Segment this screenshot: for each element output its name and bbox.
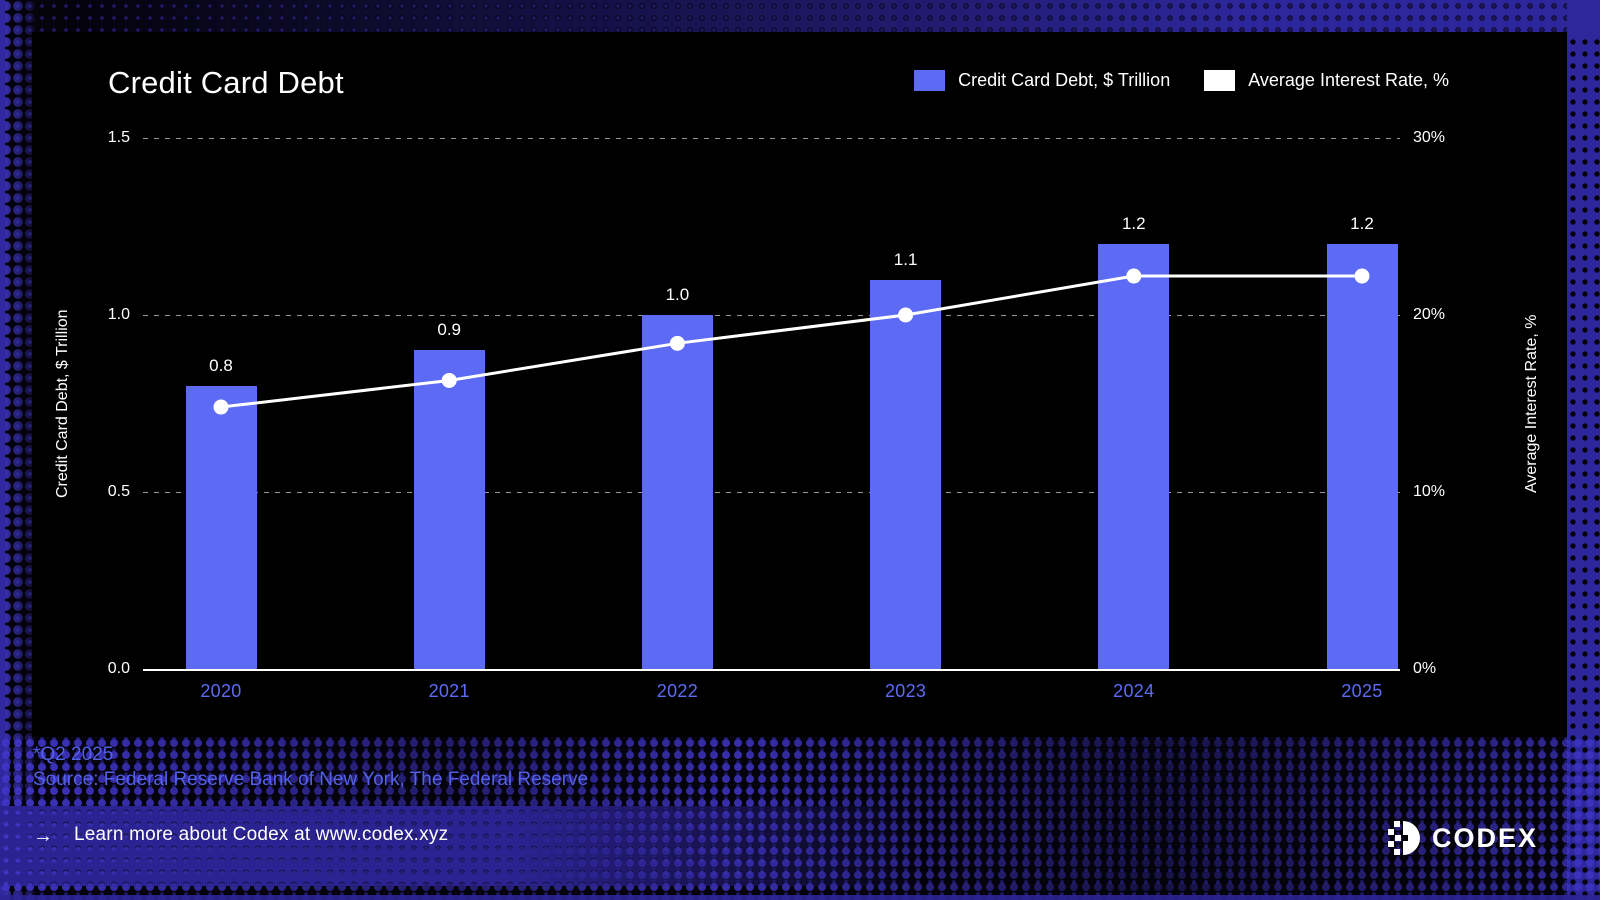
footnote: *Q2 2025 (33, 744, 114, 765)
left-tick-0.0: 0.0 (107, 660, 130, 677)
left-tick-0.5: 0.5 (107, 483, 130, 500)
right-tick-10%: 10% (1413, 483, 1446, 500)
bar-value-2022: 1.0 (665, 285, 690, 304)
bar-value-2023: 1.1 (893, 249, 918, 269)
bar-value-2025: 1.2 (1350, 214, 1374, 234)
codex-wordmark: CODEX (1431, 822, 1538, 853)
left-axis-title: Credit Card Debt, $ Trillion (54, 309, 71, 498)
debt-swatch (914, 70, 946, 91)
legend-label-debt: Credit Card Debt, $ Trillion (958, 70, 1171, 90)
gridline (143, 315, 1400, 316)
bottom-edge-bar (0, 895, 1600, 900)
left-edge-bar (0, 0, 5, 900)
right-tick-20%: 20% (1413, 306, 1446, 323)
interest-rate-line (213, 268, 1370, 415)
bar-value-2021: 0.9 (437, 320, 461, 340)
bar-2022 (641, 315, 713, 669)
bar-2025 (1326, 244, 1398, 669)
legend-label-rate: Average Interest Rate, % (1248, 70, 1449, 90)
right-axis-title: Average Interest Rate, % (1523, 314, 1540, 493)
x-tick-2024: 2024 (1113, 681, 1155, 701)
codex-logo: CODEX (1384, 819, 1538, 857)
learn-more-link[interactable]: Learn more about Codex at www.codex.xyz (74, 824, 449, 845)
x-tick-2021: 2021 (428, 681, 470, 701)
source-note: Source: Federal Reserve Bank of New York… (33, 769, 589, 790)
data-point-2023 (898, 307, 914, 323)
legend-item-rate: Average Interest Rate, % (1204, 70, 1449, 91)
chart-panel: Credit Card Debt Credit Card Debt, $ Tri… (32, 32, 1567, 737)
gridline (143, 138, 1400, 139)
gridline (143, 492, 1400, 493)
bar-2020 (185, 385, 257, 669)
page-title: Credit Card Debt (108, 65, 344, 100)
data-point-2025 (1354, 268, 1370, 284)
halftone-top-edge (0, 0, 1600, 33)
x-axis-line (143, 669, 1400, 671)
codex-logo-icon (1387, 821, 1420, 855)
right-tick-0%: 0% (1413, 660, 1437, 677)
x-tick-2023: 2023 (884, 681, 927, 701)
data-point-2020 (213, 399, 229, 415)
x-tick-2020: 2020 (200, 681, 242, 701)
rate-swatch (1204, 70, 1236, 91)
bar-2021 (413, 350, 485, 669)
left-tick-1.5: 1.5 (107, 129, 130, 146)
x-tick-2025: 2025 (1341, 681, 1383, 701)
bar-value-2020: 0.8 (209, 355, 233, 375)
arrow-icon: → (33, 825, 53, 847)
legend: Credit Card Debt, $ Trillion Average Int… (914, 70, 1449, 91)
data-point-2024 (1126, 268, 1142, 284)
halftone-left-edge (0, 0, 36, 900)
bar-2023 (870, 279, 942, 669)
halftone-right-edge (1567, 0, 1600, 900)
bar-2024 (1098, 244, 1170, 669)
x-tick-2022: 2022 (656, 681, 699, 701)
left-tick-1.0: 1.0 (107, 306, 130, 323)
data-point-2022 (669, 335, 685, 351)
bottom-bar: → Learn more about Codex at www.codex.xy… (0, 810, 1600, 884)
legend-item-debt: Credit Card Debt, $ Trillion (914, 70, 1170, 91)
plot-area: 1.5 30% 1.0 20% 0.5 10% 0.0 0% 0.8 2020 0.9 2021 1.0… (108, 129, 1445, 701)
data-point-2021 (441, 372, 457, 388)
bar-value-2024: 1.2 (1121, 214, 1146, 234)
right-tick-30%: 30% (1413, 129, 1446, 146)
